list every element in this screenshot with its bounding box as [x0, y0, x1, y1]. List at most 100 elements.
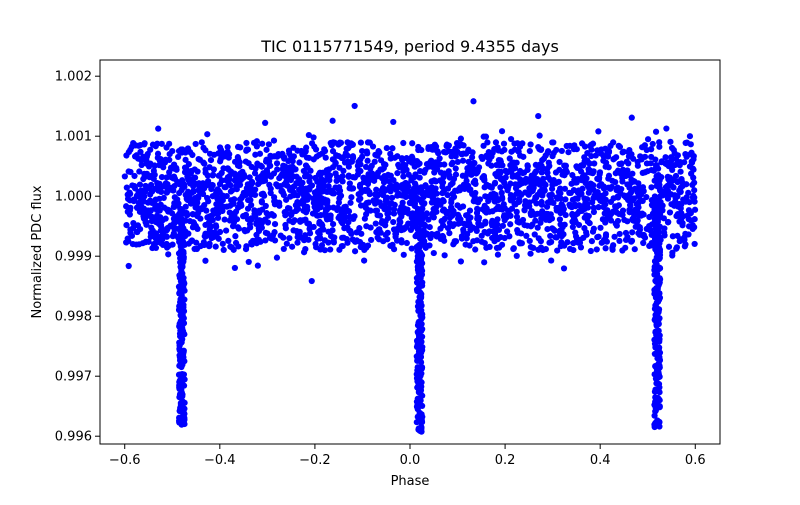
data-point — [206, 243, 213, 250]
data-point — [652, 398, 659, 405]
data-point — [277, 172, 285, 179]
data-point — [576, 208, 583, 215]
data-point — [594, 175, 601, 182]
data-point — [463, 177, 470, 184]
data-point — [636, 224, 643, 231]
data-point — [508, 169, 515, 176]
data-point — [480, 133, 487, 140]
data-point — [132, 142, 139, 149]
data-point — [209, 171, 217, 178]
data-point — [470, 179, 477, 186]
data-point — [184, 145, 192, 152]
data-point — [339, 178, 346, 185]
data-point — [262, 202, 269, 210]
data-point — [595, 128, 602, 135]
data-point — [185, 176, 192, 183]
data-point — [400, 225, 407, 232]
data-point — [558, 239, 565, 246]
data-point — [368, 170, 376, 177]
data-point — [629, 216, 636, 223]
data-point — [136, 168, 143, 175]
data-point — [360, 187, 368, 194]
data-point — [355, 167, 362, 174]
data-point — [260, 178, 267, 185]
data-point — [282, 163, 289, 170]
data-point — [494, 144, 501, 151]
data-point — [682, 139, 689, 147]
data-point — [412, 182, 419, 189]
data-point — [480, 173, 488, 180]
data-point — [273, 160, 281, 167]
data-point — [516, 239, 523, 246]
x-axis-ticks: −0.6 −0.4 −0.2 0.0 0.2 0.4 0.6 — [109, 444, 706, 468]
data-point — [478, 222, 485, 229]
data-point — [590, 186, 597, 193]
y-tick-label: 1.002 — [55, 70, 92, 85]
data-point — [303, 170, 310, 178]
data-point — [127, 204, 134, 211]
data-point — [446, 230, 453, 237]
data-point — [388, 194, 396, 201]
data-point — [377, 157, 385, 164]
data-point — [179, 311, 186, 318]
data-point — [526, 237, 533, 245]
data-point — [421, 169, 428, 176]
data-point — [544, 165, 551, 173]
data-point — [618, 160, 625, 168]
data-point — [134, 222, 142, 229]
x-tick-label: −0.2 — [299, 453, 331, 468]
data-point — [449, 211, 457, 218]
data-point — [481, 228, 488, 236]
data-point — [126, 211, 133, 218]
data-point — [440, 206, 448, 213]
data-point — [229, 187, 236, 194]
data-point — [422, 212, 429, 219]
data-point — [177, 271, 184, 278]
data-point — [331, 234, 338, 241]
data-point — [652, 128, 660, 135]
data-point — [339, 220, 346, 227]
data-point — [314, 178, 321, 185]
data-point — [193, 211, 200, 218]
data-point — [303, 154, 311, 161]
data-point — [234, 154, 241, 161]
data-point — [398, 203, 405, 211]
data-point — [154, 150, 162, 157]
data-point — [616, 237, 623, 244]
data-point — [282, 225, 289, 232]
data-point — [302, 185, 310, 192]
data-point — [585, 189, 592, 196]
data-point — [416, 174, 423, 181]
data-point — [550, 149, 557, 157]
data-point — [259, 140, 266, 147]
data-point — [661, 232, 668, 239]
y-tick-label: 0.996 — [55, 430, 92, 445]
data-point — [345, 208, 353, 215]
data-point — [251, 170, 259, 177]
data-point — [557, 206, 564, 213]
data-point — [691, 240, 698, 248]
data-point — [326, 166, 333, 173]
data-point — [384, 210, 391, 217]
data-point — [348, 194, 355, 201]
data-point — [643, 225, 650, 232]
data-point — [653, 182, 660, 190]
data-point — [305, 131, 312, 139]
data-point — [219, 192, 226, 199]
data-point — [655, 374, 662, 381]
data-point — [615, 142, 622, 149]
data-point — [351, 248, 359, 255]
data-point — [432, 143, 440, 150]
data-point — [550, 177, 557, 184]
data-point — [628, 114, 635, 121]
data-point — [125, 262, 132, 270]
data-point — [495, 226, 503, 234]
data-point — [160, 194, 167, 201]
data-point — [148, 181, 155, 189]
data-point — [437, 201, 444, 208]
data-point — [396, 216, 403, 223]
data-point — [457, 135, 464, 142]
data-point — [414, 364, 421, 371]
data-point — [679, 219, 686, 227]
